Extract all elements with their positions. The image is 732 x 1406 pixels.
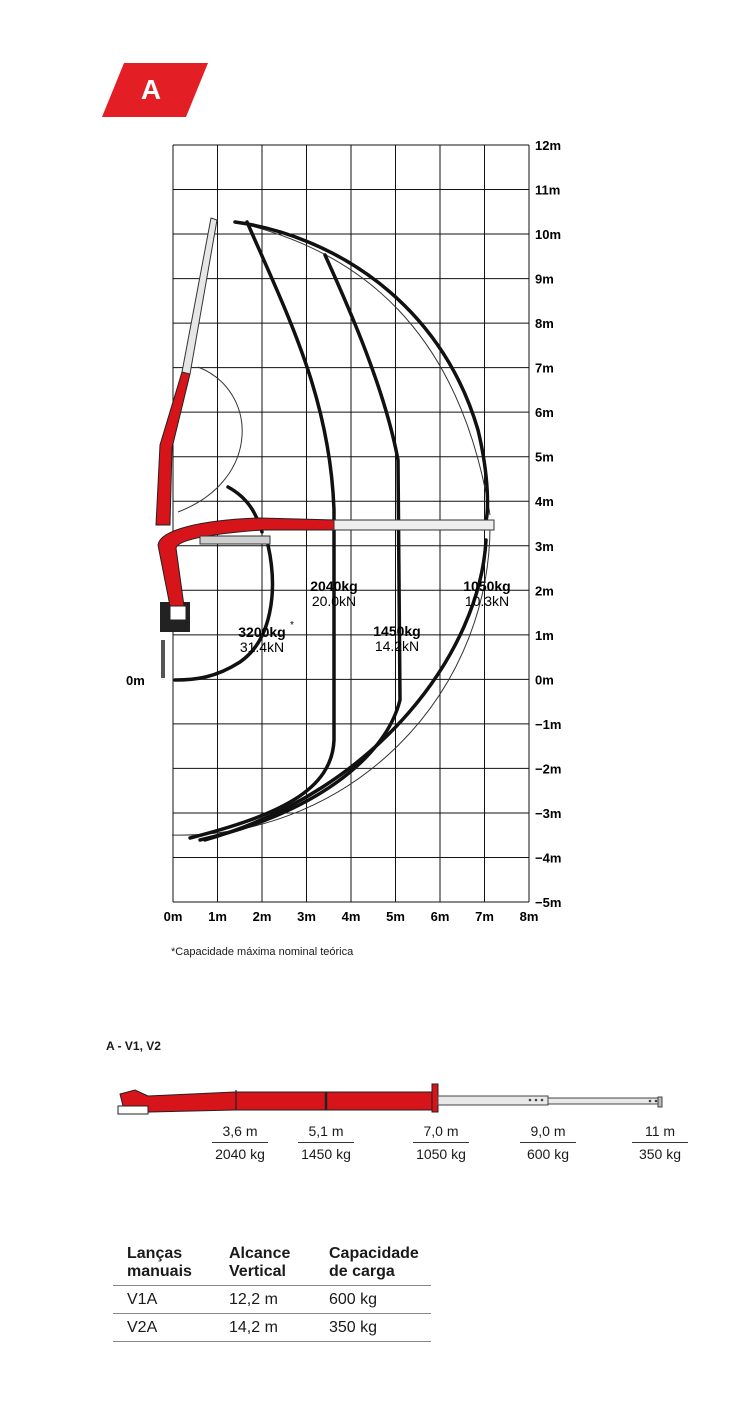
y-tick-label: −2m bbox=[535, 761, 561, 776]
load-2040-mass: 2040kg bbox=[310, 578, 357, 594]
ext-label-2: 5,1 m 1450 kg bbox=[286, 1123, 366, 1163]
x-tick-label: 7m bbox=[475, 909, 494, 924]
y-tick-label: 2m bbox=[535, 583, 554, 598]
load-curve-1050-upper bbox=[233, 220, 490, 522]
y-tick-label: −4m bbox=[535, 850, 561, 865]
y-tick-label: −3m bbox=[535, 806, 561, 821]
left-zero-label: 0m bbox=[126, 673, 145, 688]
table-cell: 14,2 m bbox=[215, 1313, 315, 1342]
y-tick-label: 4m bbox=[535, 494, 554, 509]
outer-envelope-upper bbox=[234, 221, 491, 516]
y-tick-label: 3m bbox=[535, 539, 554, 554]
ext-manual-2 bbox=[547, 1097, 661, 1105]
ext-manual-1 bbox=[437, 1095, 549, 1106]
y-tick-label: 9m bbox=[535, 272, 554, 287]
load-1050-force: 10.3kN bbox=[465, 593, 509, 609]
load-3200-mark: * bbox=[290, 620, 294, 631]
ext-label-4: 9,0 m 600 kg bbox=[508, 1123, 588, 1163]
table-row: V2A 14,2 m 350 kg bbox=[113, 1313, 431, 1342]
x-tick-label: 1m bbox=[208, 909, 227, 924]
grid bbox=[172, 144, 530, 903]
ext-capacity: 1050 kg bbox=[416, 1146, 466, 1162]
load-1050-mass: 1050kg bbox=[463, 578, 510, 594]
ext-pin bbox=[654, 1099, 658, 1103]
table-header: Lanças manuais bbox=[113, 1243, 215, 1286]
y-tick-label: 6m bbox=[535, 405, 554, 420]
extension-diagram bbox=[117, 1083, 663, 1115]
footnote: *Capacidade máxima nominal teórica bbox=[171, 946, 354, 958]
ext-label-5: 11 m 350 kg bbox=[620, 1123, 700, 1163]
ext-end-cap bbox=[657, 1096, 663, 1108]
load-diagram: 0m 1m 2m 3m 4m 5m 6m 7m 8m 12m 11m 10m 9m 8m 7m 6m 5m 4m 3… bbox=[126, 138, 562, 924]
table-header: Capacidade de carga bbox=[315, 1243, 431, 1286]
ext-pin bbox=[648, 1099, 652, 1103]
ext-pin bbox=[540, 1098, 544, 1102]
x-tick-label: 3m bbox=[297, 909, 316, 924]
ext-capacity: 350 kg bbox=[638, 1146, 682, 1162]
y-tick-label: 12m bbox=[535, 138, 561, 153]
y-tick-label: −1m bbox=[535, 717, 561, 732]
ext-reach: 7,0 m bbox=[413, 1123, 469, 1143]
load-1450-mass: 1450kg bbox=[373, 623, 420, 639]
y-tick-label: 8m bbox=[535, 316, 554, 331]
load-2040-force: 20.0kN bbox=[312, 593, 356, 609]
ext-capacity: 1450 kg bbox=[301, 1146, 351, 1162]
load-curve-3200 bbox=[173, 543, 275, 682]
y-tick-label: 7m bbox=[535, 361, 554, 376]
table-cell: 350 kg bbox=[315, 1313, 431, 1342]
y-tick-label: 1m bbox=[535, 628, 554, 643]
ext-pin bbox=[528, 1098, 532, 1102]
table-cell: V2A bbox=[113, 1313, 215, 1342]
load-curve-2040 bbox=[188, 220, 336, 840]
ext-flange bbox=[431, 1083, 439, 1113]
table-cell: 600 kg bbox=[315, 1285, 431, 1314]
ext-reach: 3,6 m bbox=[212, 1123, 268, 1143]
crane bbox=[155, 217, 495, 678]
load-curve-1450 bbox=[198, 253, 402, 842]
ext-reach: 5,1 m bbox=[298, 1123, 354, 1143]
table-row: V1A 12,2 m 600 kg bbox=[113, 1285, 431, 1314]
ext-red-boom bbox=[119, 1089, 437, 1115]
ext-capacity: 600 kg bbox=[526, 1146, 570, 1162]
table-header-row: Lanças manuais Alcance Vertical Capacida… bbox=[113, 1243, 431, 1286]
ext-reach: 9,0 m bbox=[520, 1123, 576, 1143]
x-tick-label: 0m bbox=[164, 909, 183, 924]
crane-upper-extension bbox=[181, 217, 218, 375]
load-1450-force: 14.2kN bbox=[375, 638, 419, 654]
ext-label-3: 7,0 m 1050 kg bbox=[401, 1123, 481, 1163]
ext-capacity: 2040 kg bbox=[215, 1146, 265, 1162]
axis-ticks: 0m 1m 2m 3m 4m 5m 6m 7m 8m 12m 11m 10m 9m 8m 7m 6m 5m 4m 3… bbox=[164, 138, 562, 924]
extension-title: A - V1, V2 bbox=[106, 1039, 161, 1053]
table-cell: 12,2 m bbox=[215, 1285, 315, 1314]
ext-tip-hook bbox=[117, 1105, 149, 1115]
load-labels: 3200kg * 31.4kN 2040kg 20.0kN 1450kg 14.… bbox=[238, 578, 510, 655]
crane-horizontal-extension bbox=[333, 519, 495, 531]
table-header: Alcance Vertical bbox=[215, 1243, 315, 1286]
table-cell: V1A bbox=[113, 1285, 215, 1314]
x-tick-label: 2m bbox=[253, 909, 272, 924]
y-tick-label: 5m bbox=[535, 450, 554, 465]
model-badge: A bbox=[102, 63, 208, 117]
badge-label: A bbox=[140, 74, 162, 105]
ext-pin bbox=[534, 1098, 538, 1102]
x-tick-label: 6m bbox=[431, 909, 450, 924]
ext-reach: 11 m bbox=[632, 1123, 688, 1143]
load-3200-force: 31.4kN bbox=[240, 639, 284, 655]
y-tick-label: 0m bbox=[535, 672, 554, 687]
badge-shape bbox=[102, 63, 208, 117]
crane-column bbox=[161, 640, 165, 678]
crane-cylinder bbox=[199, 535, 271, 545]
inner-envelope bbox=[177, 366, 243, 513]
x-tick-label: 5m bbox=[386, 909, 405, 924]
manual-extensions-table: Lanças manuais Alcance Vertical Capacida… bbox=[113, 1243, 431, 1342]
y-tick-label: 11m bbox=[535, 183, 560, 198]
x-tick-label: 8m bbox=[520, 909, 539, 924]
y-tick-label: −5m bbox=[535, 895, 561, 910]
y-tick-label: 10m bbox=[535, 227, 561, 242]
ext-label-1: 3,6 m 2040 kg bbox=[200, 1123, 280, 1163]
load-3200-mass: 3200kg bbox=[238, 624, 285, 640]
x-tick-label: 4m bbox=[342, 909, 361, 924]
load-curve-1050-lower bbox=[203, 538, 488, 842]
